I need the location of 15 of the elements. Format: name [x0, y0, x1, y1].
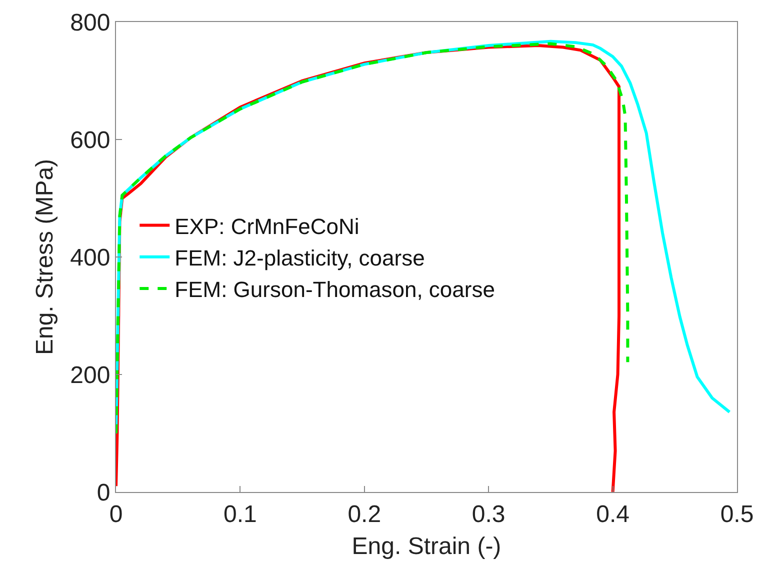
- legend-label: FEM: Gurson-Thomason, coarse: [174, 277, 495, 302]
- y-tick-label: 0: [96, 479, 110, 506]
- x-tick-label: 0.4: [596, 500, 630, 528]
- x-tick-label: 0.2: [348, 500, 382, 528]
- y-tick-label: 200: [70, 362, 110, 389]
- y-tick-label: 600: [70, 126, 110, 154]
- x-tick-label: 0.1: [224, 500, 257, 528]
- legend-label: EXP: CrMnFeCoNi: [174, 214, 360, 239]
- x-tick-label: 0.3: [472, 500, 506, 528]
- x-axis-title: Eng. Strain (-): [352, 533, 502, 560]
- y-axis-title: Eng. Stress (MPa): [31, 158, 58, 356]
- legend-label: FEM: J2-plasticity, coarse: [174, 245, 425, 270]
- y-tick-label: 400: [70, 244, 110, 272]
- y-tick-label: 800: [70, 9, 110, 36]
- x-tick-label: 0.5: [720, 500, 754, 528]
